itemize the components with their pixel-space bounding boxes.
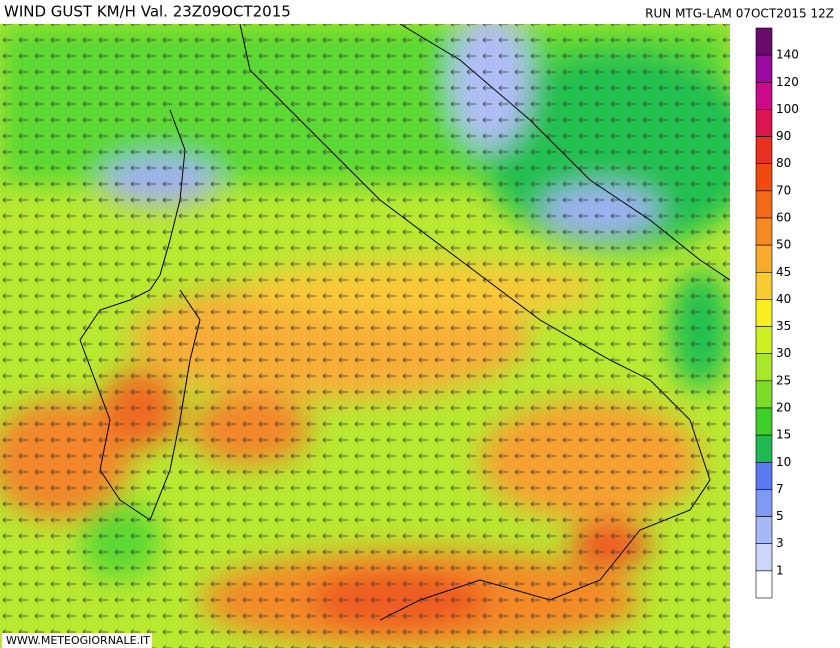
legend-label: 25	[776, 373, 791, 387]
legend-swatch	[755, 217, 773, 246]
legend-swatch	[755, 190, 773, 219]
map-title: WIND GUST KM/H Val. 23Z09OCT2015	[4, 3, 291, 21]
legend-swatch	[755, 570, 773, 599]
legend-label: 35	[776, 319, 791, 333]
legend-swatch	[755, 81, 773, 110]
legend-swatch	[755, 461, 773, 490]
legend-swatch	[755, 543, 773, 572]
legend-swatch	[755, 434, 773, 463]
legend-label: 40	[776, 292, 791, 306]
legend-label: 15	[776, 428, 791, 442]
legend-swatch	[755, 136, 773, 165]
legend-label: 50	[776, 238, 791, 252]
legend-swatch	[755, 326, 773, 355]
legend-label: 60	[776, 211, 791, 225]
legend-swatch	[755, 489, 773, 517]
legend-label: 140	[776, 48, 799, 62]
legend-label: 1	[776, 563, 784, 577]
legend-label: 5	[776, 509, 784, 523]
legend-swatch	[755, 244, 773, 273]
legend-label: 20	[776, 401, 791, 415]
legend-swatch	[755, 380, 773, 409]
legend-label: 7	[776, 482, 784, 496]
legend-label: 30	[776, 346, 791, 360]
run-label: RUN MTG-LAM 07OCT2015 12Z	[645, 7, 834, 21]
legend-swatch	[755, 27, 773, 56]
legend-label: 70	[776, 183, 791, 197]
legend-swatch	[755, 299, 773, 327]
legend-swatch	[755, 353, 773, 382]
legend-swatch	[755, 109, 773, 137]
legend-swatch	[755, 271, 773, 300]
legend-label: 120	[776, 75, 799, 89]
source-bg	[2, 633, 152, 648]
legend-swatch	[755, 163, 773, 192]
legend-label: 10	[776, 455, 791, 469]
legend-swatch	[755, 407, 773, 436]
legend: 140 120 100 90 80 70 60 50 45 40 35 30 25 20 15 10 7 5 3 1	[755, 27, 799, 599]
legend-label: 90	[776, 129, 791, 143]
legend-label: 80	[776, 156, 791, 170]
legend-swatch	[755, 54, 773, 83]
legend-label: 100	[776, 102, 799, 116]
legend-swatch	[755, 516, 773, 545]
source-label: WWW.METEOGIORNALE.IT	[6, 634, 150, 647]
legend-label: 45	[776, 265, 791, 279]
legend-label: 3	[776, 536, 784, 550]
map	[0, 24, 730, 648]
